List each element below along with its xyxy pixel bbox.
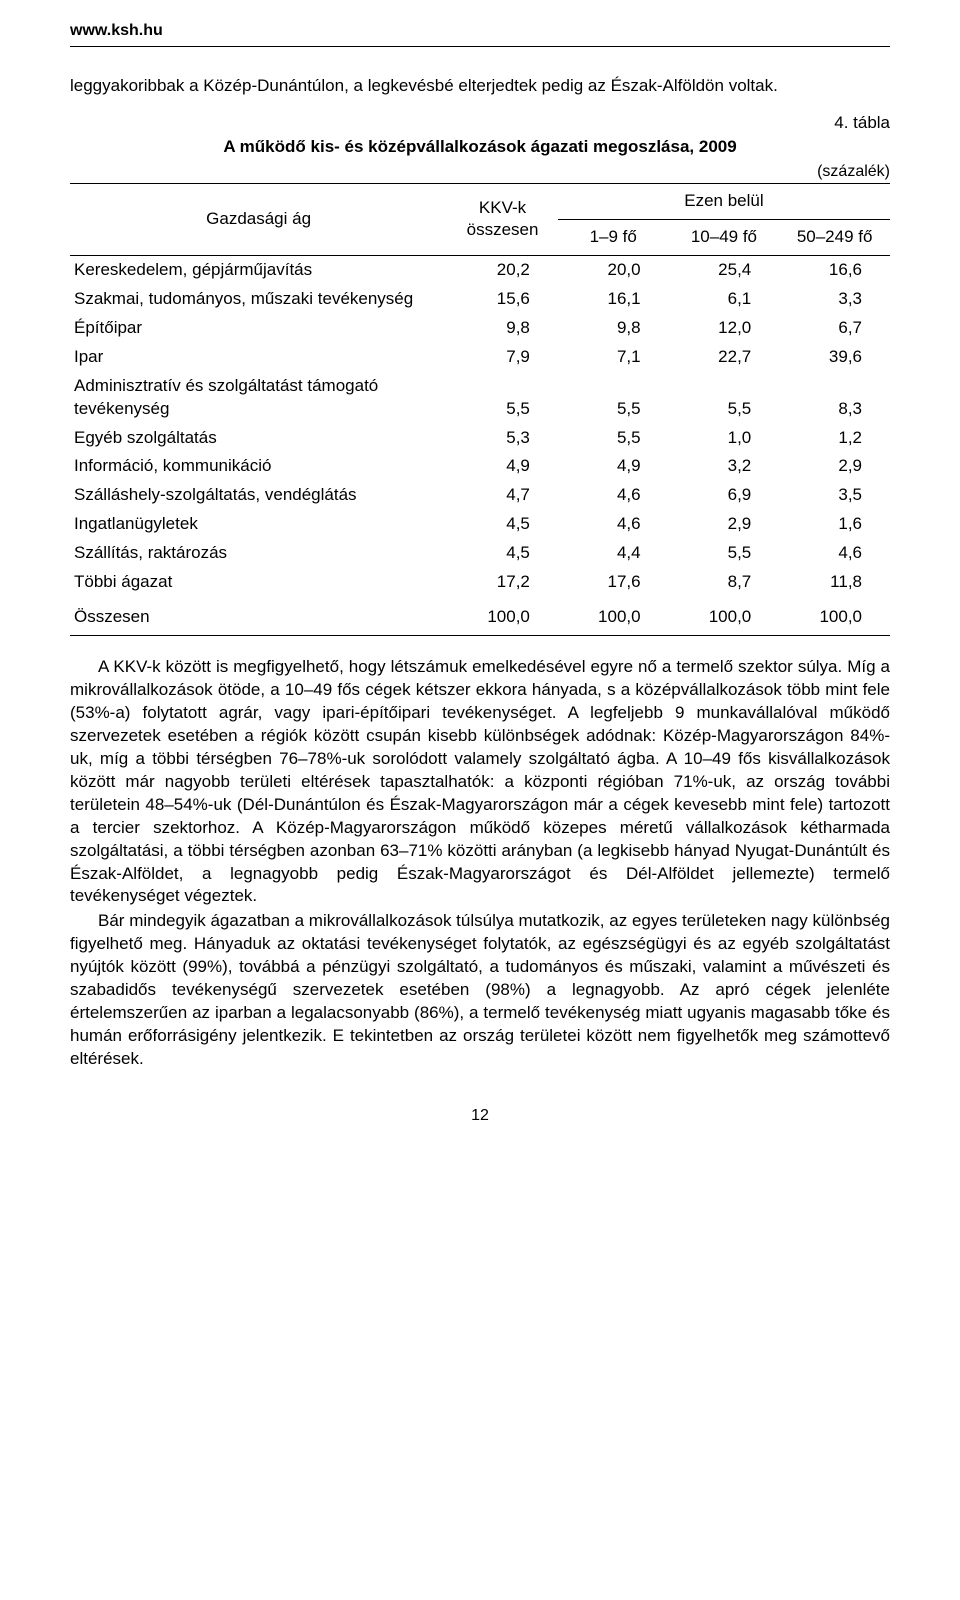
body-paragraph-2: Bár mindegyik ágazatban a mikrovállalkoz… xyxy=(70,910,890,1071)
row-value: 4,7 xyxy=(447,481,558,510)
table-row: Ingatlanügyletek4,54,62,91,6 xyxy=(70,510,890,539)
row-value: 4,6 xyxy=(558,481,669,510)
row-value: 6,9 xyxy=(669,481,780,510)
row-label: Információ, kommunikáció xyxy=(70,452,447,481)
row-value: 100,0 xyxy=(669,600,780,635)
row-value: 1,0 xyxy=(669,424,780,453)
row-value: 4,6 xyxy=(558,510,669,539)
row-value: 100,0 xyxy=(779,600,890,635)
row-value: 25,4 xyxy=(669,255,780,284)
data-table: Gazdasági ág KKV-k összesen Ezen belül 1… xyxy=(70,183,890,636)
col-header-sub-0: 1–9 fő xyxy=(558,219,669,255)
row-value: 4,5 xyxy=(447,539,558,568)
row-value: 17,2 xyxy=(447,568,558,600)
row-value: 2,9 xyxy=(779,452,890,481)
row-value: 8,7 xyxy=(669,568,780,600)
col-header-sub-1: 10–49 fő xyxy=(669,219,780,255)
row-value: 4,4 xyxy=(558,539,669,568)
row-value: 100,0 xyxy=(558,600,669,635)
row-value: 5,3 xyxy=(447,424,558,453)
row-value: 4,9 xyxy=(447,452,558,481)
page-number: 12 xyxy=(70,1105,890,1127)
col-header-branch: Gazdasági ág xyxy=(70,184,447,256)
row-label: Szálláshely-szolgáltatás, vendéglátás xyxy=(70,481,447,510)
row-label: Egyéb szolgáltatás xyxy=(70,424,447,453)
row-label: Építőipar xyxy=(70,314,447,343)
table-row: Többi ágazat17,217,68,711,8 xyxy=(70,568,890,600)
table-body: Kereskedelem, gépjárműjavítás20,220,025,… xyxy=(70,255,890,635)
table-row: Egyéb szolgáltatás5,35,51,01,2 xyxy=(70,424,890,453)
row-value: 5,5 xyxy=(669,372,780,424)
row-value: 9,8 xyxy=(447,314,558,343)
row-label: Kereskedelem, gépjárműjavítás xyxy=(70,255,447,284)
header-rule xyxy=(70,46,890,47)
row-value: 4,6 xyxy=(779,539,890,568)
site-url: www.ksh.hu xyxy=(70,20,890,42)
row-value: 6,1 xyxy=(669,285,780,314)
table-number-label: 4. tábla xyxy=(70,112,890,135)
row-label: Ingatlanügyletek xyxy=(70,510,447,539)
row-value: 1,2 xyxy=(779,424,890,453)
row-value: 11,8 xyxy=(779,568,890,600)
row-value: 6,7 xyxy=(779,314,890,343)
table-row: Ipar7,97,122,739,6 xyxy=(70,343,890,372)
row-value: 3,3 xyxy=(779,285,890,314)
row-value: 3,5 xyxy=(779,481,890,510)
table-row: Építőipar9,89,812,06,7 xyxy=(70,314,890,343)
row-label: Többi ágazat xyxy=(70,568,447,600)
row-value: 2,9 xyxy=(669,510,780,539)
table-total-row: Összesen100,0100,0100,0100,0 xyxy=(70,600,890,635)
table-row: Kereskedelem, gépjárműjavítás20,220,025,… xyxy=(70,255,890,284)
row-value: 39,6 xyxy=(779,343,890,372)
table-row: Adminisztratív és szolgáltatást támogató… xyxy=(70,372,890,424)
col-header-span: Ezen belül xyxy=(558,184,890,220)
row-label: Összesen xyxy=(70,600,447,635)
row-value: 7,9 xyxy=(447,343,558,372)
table-row: Információ, kommunikáció4,94,93,22,9 xyxy=(70,452,890,481)
row-value: 20,2 xyxy=(447,255,558,284)
body-paragraph-1: A KKV-k között is megfigyelhető, hogy lé… xyxy=(70,656,890,908)
table-row: Szálláshely-szolgáltatás, vendéglátás4,7… xyxy=(70,481,890,510)
row-value: 5,5 xyxy=(447,372,558,424)
row-value: 5,5 xyxy=(669,539,780,568)
row-value: 8,3 xyxy=(779,372,890,424)
col-header-total: KKV-k összesen xyxy=(447,184,558,256)
row-value: 12,0 xyxy=(669,314,780,343)
intro-paragraph: leggyakoribbak a Közép-Dunántúlon, a leg… xyxy=(70,75,890,98)
row-value: 100,0 xyxy=(447,600,558,635)
row-value: 4,5 xyxy=(447,510,558,539)
row-label: Adminisztratív és szolgáltatást támogató… xyxy=(70,372,447,424)
row-value: 15,6 xyxy=(447,285,558,314)
row-value: 7,1 xyxy=(558,343,669,372)
row-value: 20,0 xyxy=(558,255,669,284)
row-value: 3,2 xyxy=(669,452,780,481)
row-value: 16,1 xyxy=(558,285,669,314)
col-header-sub-2: 50–249 fő xyxy=(779,219,890,255)
row-label: Ipar xyxy=(70,343,447,372)
row-value: 22,7 xyxy=(669,343,780,372)
row-label: Szakmai, tudományos, műszaki tevékenység xyxy=(70,285,447,314)
row-value: 5,5 xyxy=(558,424,669,453)
row-value: 16,6 xyxy=(779,255,890,284)
table-row: Szállítás, raktározás4,54,45,54,6 xyxy=(70,539,890,568)
table-row: Szakmai, tudományos, műszaki tevékenység… xyxy=(70,285,890,314)
row-value: 17,6 xyxy=(558,568,669,600)
row-value: 9,8 xyxy=(558,314,669,343)
table-unit: (százalék) xyxy=(70,161,890,183)
table-title: A működő kis- és középvállalkozások ágaz… xyxy=(70,136,890,159)
row-label: Szállítás, raktározás xyxy=(70,539,447,568)
row-value: 4,9 xyxy=(558,452,669,481)
row-value: 1,6 xyxy=(779,510,890,539)
row-value: 5,5 xyxy=(558,372,669,424)
